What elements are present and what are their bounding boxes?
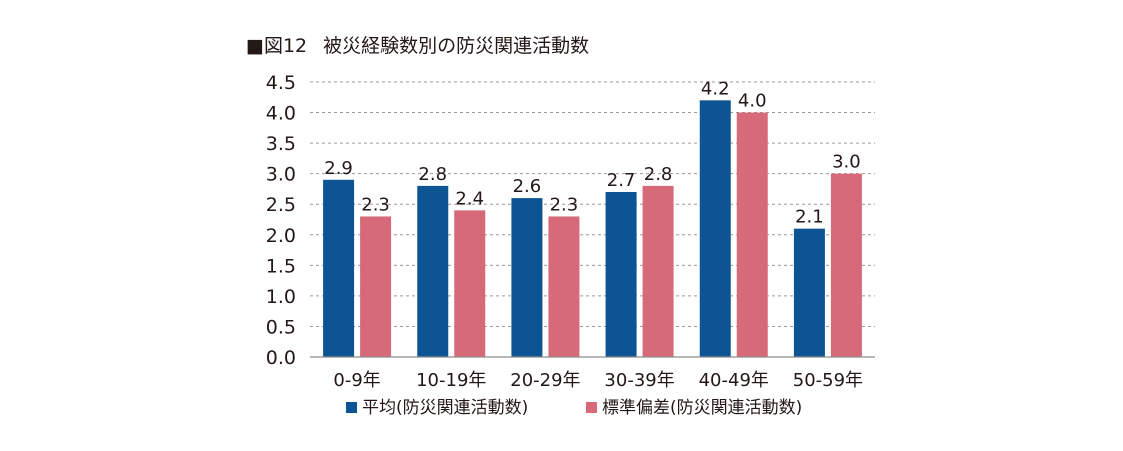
bar-series-1-1 — [417, 185, 449, 357]
y-tick-label: 4.5 — [266, 72, 296, 94]
data-label: 4.2 — [701, 78, 730, 99]
legend: 平均(防災関連活動数) 標準偏差(防災関連活動数) — [346, 398, 802, 418]
legend-swatch-2 — [586, 402, 597, 413]
title-figure-number: 図12 — [264, 35, 307, 57]
data-labels: 2.9 2.3 2.8 2.4 2.6 2.3 2.7 2.8 4.2 4.0 2.1 3.0 — [324, 78, 860, 227]
data-label: 2.9 — [324, 158, 353, 179]
x-category-label: 0-9年 — [333, 370, 380, 391]
x-category-label: 50-59年 — [793, 370, 863, 391]
y-axis-ticks: 0.0 0.5 1.0 1.5 2.0 2.5 3.0 3.5 4.0 4.5 — [266, 72, 296, 369]
legend-label-2: 標準偏差(防災関連活動数) — [602, 398, 802, 418]
y-tick-label: 4.0 — [266, 103, 296, 125]
y-tick-label: 0.0 — [266, 347, 296, 369]
x-axis-categories: 0-9年 10-19年 20-29年 30-39年 40-49年 50-59年 — [333, 370, 863, 391]
y-tick-label: 2.5 — [266, 194, 296, 216]
bar-series-2-0 — [360, 216, 392, 357]
bars — [323, 100, 862, 357]
y-tick-label: 2.0 — [266, 225, 296, 247]
bar-series-1-3 — [605, 192, 637, 357]
data-label: 2.4 — [455, 188, 484, 209]
x-category-label: 30-39年 — [604, 370, 674, 391]
bar-series-2-1 — [454, 210, 486, 357]
chart-title: ■図12 被災経験数別の防災関連活動数 — [246, 35, 589, 57]
bar-series-2-3 — [642, 185, 674, 357]
bar-series-1-4 — [699, 100, 731, 357]
legend-label-1: 平均(防災関連活動数) — [362, 398, 528, 418]
data-label: 4.0 — [738, 91, 767, 112]
title-marker: ■ — [246, 35, 264, 57]
y-tick-label: 3.0 — [266, 164, 296, 186]
bar-series-2-4 — [736, 112, 768, 357]
gridlines — [310, 81, 875, 327]
bar-series-2-5 — [830, 173, 862, 357]
bar-series-2-2 — [548, 216, 580, 357]
x-category-label: 20-29年 — [510, 370, 580, 391]
x-category-label: 40-49年 — [699, 370, 769, 391]
data-label: 2.1 — [795, 207, 824, 228]
y-tick-label: 0.5 — [266, 316, 296, 338]
bar-series-1-5 — [793, 228, 825, 357]
x-category-label: 10-19年 — [416, 370, 486, 391]
data-label: 2.8 — [418, 164, 447, 185]
y-tick-label: 1.5 — [266, 255, 296, 277]
data-label: 2.3 — [550, 194, 579, 215]
y-tick-label: 3.5 — [266, 133, 296, 155]
data-label: 2.6 — [513, 176, 542, 197]
bar-series-1-0 — [323, 179, 355, 357]
data-label: 2.8 — [644, 164, 673, 185]
data-label: 2.3 — [361, 194, 390, 215]
legend-swatch-1 — [346, 402, 357, 413]
data-label: 2.7 — [607, 170, 636, 191]
bar-series-1-2 — [511, 198, 543, 357]
title-text: 被災経験数別の防災関連活動数 — [323, 35, 589, 57]
y-tick-label: 1.0 — [266, 286, 296, 308]
data-label: 3.0 — [832, 152, 861, 173]
